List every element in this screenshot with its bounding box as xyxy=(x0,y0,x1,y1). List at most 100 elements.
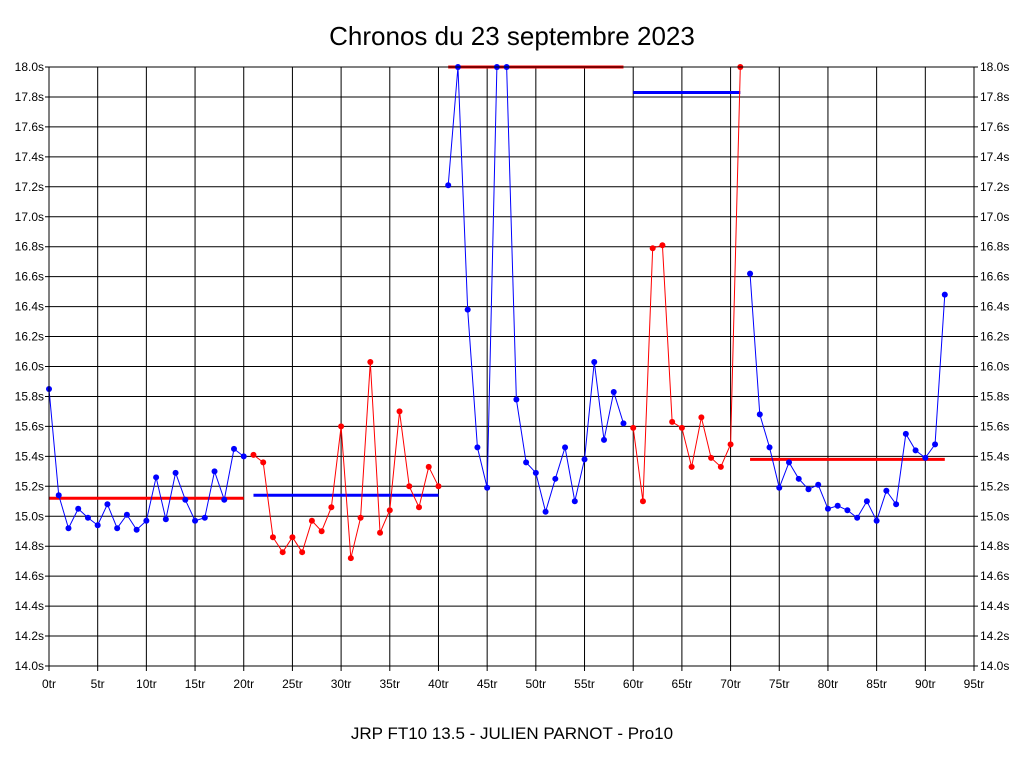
data-point xyxy=(669,418,676,425)
x-tick-label: 60tr xyxy=(623,677,644,691)
y-tick-label-left: 17.2s xyxy=(15,180,44,194)
y-tick-label-right: 14.4s xyxy=(980,599,1009,613)
y-tick-label-right: 15.6s xyxy=(980,419,1009,433)
data-point xyxy=(328,504,335,511)
data-point xyxy=(172,469,179,476)
x-tick-label: 50tr xyxy=(525,677,546,691)
y-tick-label-left: 18.0s xyxy=(15,60,44,74)
data-point xyxy=(250,451,257,458)
data-point xyxy=(883,487,890,494)
data-point xyxy=(65,525,72,532)
x-tick-label: 85tr xyxy=(866,677,887,691)
y-tick-label-left: 15.4s xyxy=(15,449,44,463)
x-tick-label: 5tr xyxy=(91,677,105,691)
data-point xyxy=(162,516,169,523)
y-tick-label-right: 17.4s xyxy=(980,150,1009,164)
data-point xyxy=(279,549,286,556)
data-point xyxy=(308,517,315,524)
data-point xyxy=(221,496,228,503)
data-point xyxy=(84,514,91,521)
data-point xyxy=(854,514,861,521)
y-tick-label-right: 15.8s xyxy=(980,389,1009,403)
y-tick-label-left: 15.0s xyxy=(15,509,44,523)
y-tick-label-right: 17.6s xyxy=(980,120,1009,134)
series-line xyxy=(632,66,741,502)
y-tick-label-left: 17.4s xyxy=(15,150,44,164)
data-point xyxy=(824,505,831,512)
data-point xyxy=(698,414,705,421)
data-point xyxy=(445,182,452,189)
y-tick-label-left: 14.8s xyxy=(15,539,44,553)
data-point xyxy=(123,511,130,518)
data-point xyxy=(630,424,637,431)
data-point xyxy=(834,502,841,509)
data-point xyxy=(708,454,715,461)
data-point xyxy=(902,430,909,437)
y-tick-label-right: 16.2s xyxy=(980,330,1009,344)
data-point xyxy=(844,507,851,514)
data-point xyxy=(357,514,364,521)
axes xyxy=(48,66,975,667)
data-point xyxy=(240,453,247,460)
x-tick-labels: 0tr 5tr 10tr 15tr 20tr 25tr 30tr 35tr 40tr 45tr 50… xyxy=(42,677,984,691)
y-tick-label-right: 17.8s xyxy=(980,90,1009,104)
data-point xyxy=(201,514,208,521)
data-point xyxy=(805,486,812,493)
data-point xyxy=(620,420,627,427)
y-tick-label-left: 14.0s xyxy=(15,659,44,673)
x-tick-label: 40tr xyxy=(428,677,449,691)
data-point xyxy=(318,528,325,535)
y-tick-label-left: 15.6s xyxy=(15,419,44,433)
data-point xyxy=(659,242,666,249)
data-point xyxy=(464,306,471,313)
data-point xyxy=(678,424,685,431)
y-tick-label-right: 16.4s xyxy=(980,300,1009,314)
y-tick-label-right: 18.0s xyxy=(980,60,1009,74)
data-point xyxy=(552,475,559,482)
y-tick-label-left: 17.0s xyxy=(15,210,44,224)
y-tick-label-left: 15.2s xyxy=(15,479,44,493)
data-point xyxy=(922,454,929,461)
data-point xyxy=(795,475,802,482)
y-tick-labels-right: 14.0s 14.2s 14.4s 14.6s 14.8s 15.0s 15.2s 15.4s… xyxy=(980,60,1009,673)
data-point xyxy=(484,484,491,491)
y-tick-label-left: 16.0s xyxy=(15,360,44,374)
x-tick-label: 35tr xyxy=(379,677,400,691)
data-point xyxy=(513,396,520,403)
data-point xyxy=(912,447,919,454)
data-point xyxy=(289,534,296,541)
data-point xyxy=(941,291,948,298)
y-tick-label-left: 15.8s xyxy=(15,389,44,403)
y-tick-label-right: 14.0s xyxy=(980,659,1009,673)
data-point xyxy=(639,498,646,505)
data-point xyxy=(747,270,754,277)
x-tick-label: 25tr xyxy=(282,677,303,691)
data-point xyxy=(153,474,160,481)
data-point xyxy=(649,245,656,252)
data-point xyxy=(756,411,763,418)
y-tick-label-right: 16.0s xyxy=(980,360,1009,374)
data-point xyxy=(435,483,442,490)
data-point xyxy=(377,529,384,536)
y-tick-label-right: 17.2s xyxy=(980,180,1009,194)
data-point xyxy=(396,408,403,415)
x-tick-label: 75tr xyxy=(769,677,790,691)
chart-footer: JRP FT10 13.5 - JULIEN PARNOT - Pro10 xyxy=(351,724,673,743)
y-tick-labels-left: 14.0s 14.2s 14.4s 14.6s 14.8s 15.0s 15.2s 15.4s… xyxy=(15,60,44,673)
grid xyxy=(45,66,978,671)
data-point xyxy=(932,441,939,448)
data-point xyxy=(133,526,140,533)
data-point xyxy=(192,517,199,524)
data-point xyxy=(474,444,481,451)
chart-title: Chronos du 23 septembre 2023 xyxy=(329,21,695,51)
y-tick-label-left: 17.8s xyxy=(15,90,44,104)
y-tick-label-left: 14.2s xyxy=(15,629,44,643)
data-point xyxy=(367,359,374,366)
data-point xyxy=(182,496,189,503)
x-tick-label: 80tr xyxy=(818,677,839,691)
data-point xyxy=(416,504,422,511)
data-point xyxy=(893,501,900,508)
